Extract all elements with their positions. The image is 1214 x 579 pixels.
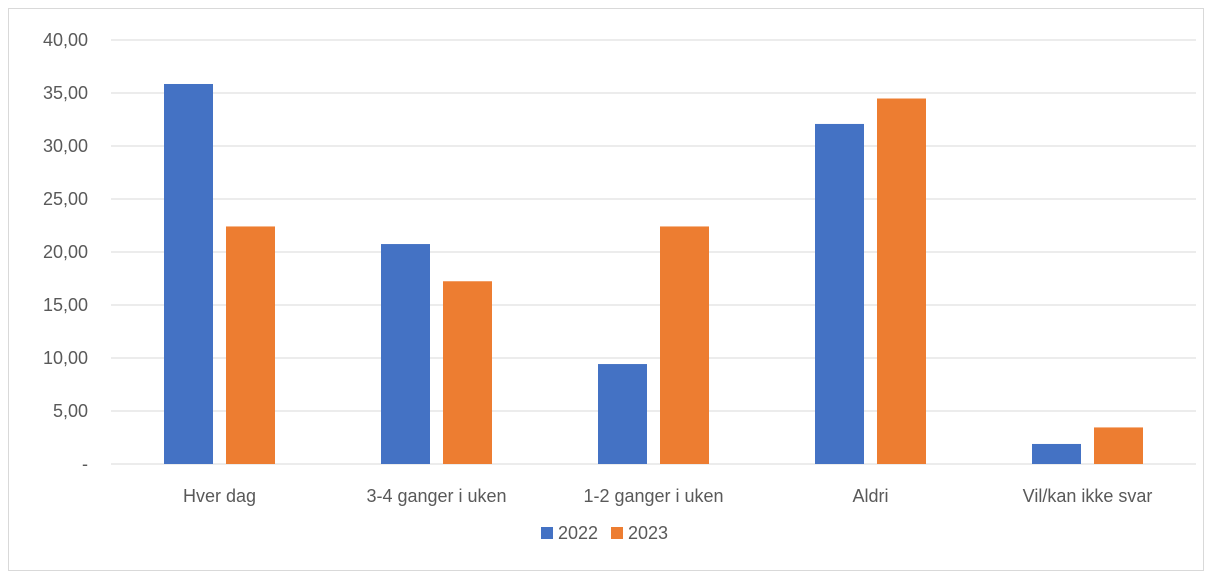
y-tick-label: 10,00 [43,348,88,368]
legend-label-2023: 2023 [628,523,668,543]
bar-2022 [1032,443,1081,464]
legend-swatch-2023 [611,527,623,539]
y-axis-tick-labels: - 5,00 10,00 15,00 20,00 25,00 30,00 35,00 40,00 [43,30,88,474]
bar-2023 [660,226,709,464]
x-category-label: Vil/kan ikke svar [1023,486,1153,506]
y-tick-label: 15,00 [43,295,88,315]
x-category-label: 3-4 ganger i uken [366,486,506,506]
gridlines [111,39,1196,465]
bar-2022 [164,83,213,465]
bar-2023 [1094,427,1143,464]
x-category-label: 1-2 ganger i uken [583,486,723,506]
y-tick-label: - [82,454,88,474]
legend: 2022 2023 [541,523,668,543]
legend-label-2022: 2022 [558,523,598,543]
y-tick-label: 35,00 [43,83,88,103]
bar-2022 [815,123,864,465]
x-category-label: Aldri [852,486,888,506]
x-category-label: Hver dag [183,486,256,506]
bar-2022 [598,364,647,464]
chart-frame: - 5,00 10,00 15,00 20,00 25,00 30,00 35,00 40,00… [8,8,1204,571]
x-axis-category-labels: Hver dag 3-4 ganger i uken 1-2 ganger i uk… [183,486,1152,506]
y-tick-label: 40,00 [43,30,88,50]
y-tick-label: 30,00 [43,136,88,156]
bar-2022 [381,244,430,464]
bars [164,83,1143,465]
y-tick-label: 20,00 [43,242,88,262]
y-tick-label: 25,00 [43,189,88,209]
bar-2023 [877,98,926,465]
bar-2023 [443,281,492,464]
bar-chart: - 5,00 10,00 15,00 20,00 25,00 30,00 35,00 40,00… [43,30,1196,543]
legend-swatch-2022 [541,527,553,539]
bar-2023 [226,226,275,464]
y-tick-label: 5,00 [53,401,88,421]
